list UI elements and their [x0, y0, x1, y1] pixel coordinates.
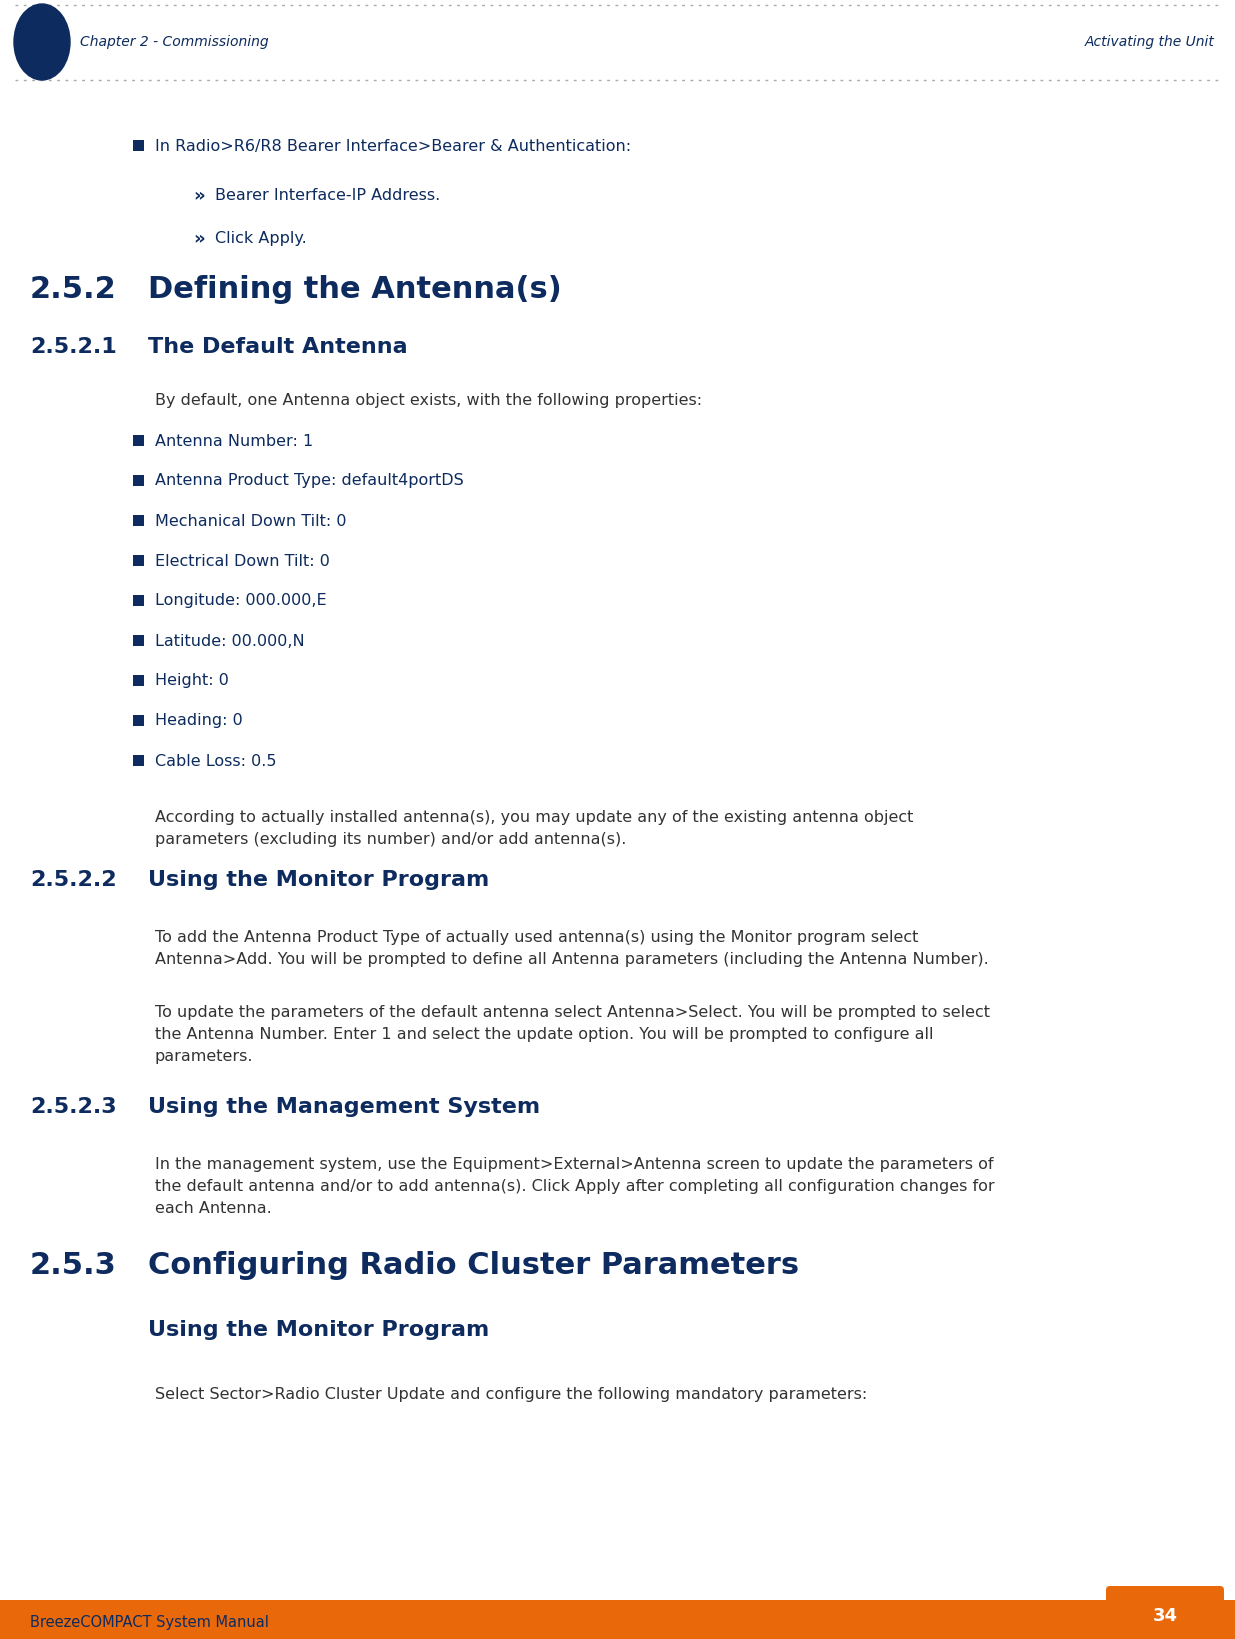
- Text: To add the Antenna Product Type of actually used antenna(s) using the Monitor pr: To add the Antenna Product Type of actua…: [156, 929, 919, 946]
- Text: BreezeCOMPACT System Manual: BreezeCOMPACT System Manual: [30, 1614, 269, 1629]
- Text: Latitude: 00.000,N: Latitude: 00.000,N: [156, 634, 305, 649]
- Text: Antenna Product Type: default4portDS: Antenna Product Type: default4portDS: [156, 474, 464, 488]
- Text: Antenna Number: 1: Antenna Number: 1: [156, 433, 314, 449]
- Text: the default antenna and/or to add antenna(s). Click Apply after completing all c: the default antenna and/or to add antenn…: [156, 1178, 994, 1193]
- FancyBboxPatch shape: [0, 1600, 1235, 1639]
- Text: »: »: [193, 187, 205, 205]
- Text: Using the Monitor Program: Using the Monitor Program: [148, 870, 489, 890]
- Ellipse shape: [14, 3, 70, 80]
- Text: Using the Management System: Using the Management System: [148, 1096, 540, 1118]
- FancyBboxPatch shape: [133, 675, 144, 687]
- Text: According to actually installed antenna(s), you may update any of the existing a: According to actually installed antenna(…: [156, 810, 914, 824]
- Text: Electrical Down Tilt: 0: Electrical Down Tilt: 0: [156, 554, 330, 569]
- Text: 2.5.3: 2.5.3: [30, 1251, 117, 1280]
- Text: To update the parameters of the default antenna select Antenna>Select. You will : To update the parameters of the default …: [156, 1005, 990, 1019]
- Text: Longitude: 000.000,E: Longitude: 000.000,E: [156, 593, 326, 608]
- Text: In Radio>R6/R8 Bearer Interface>Bearer & Authentication:: In Radio>R6/R8 Bearer Interface>Bearer &…: [156, 139, 631, 154]
- FancyBboxPatch shape: [133, 475, 144, 487]
- FancyBboxPatch shape: [1107, 1587, 1224, 1639]
- FancyBboxPatch shape: [133, 556, 144, 565]
- Text: Heading: 0: Heading: 0: [156, 713, 243, 728]
- Text: »: »: [193, 229, 205, 247]
- Text: 34: 34: [1152, 1606, 1177, 1624]
- Text: Bearer Interface-IP Address.: Bearer Interface-IP Address.: [215, 188, 440, 203]
- Text: The Default Antenna: The Default Antenna: [148, 338, 408, 357]
- Text: the Antenna Number. Enter 1 and select the update option. You will be prompted t: the Antenna Number. Enter 1 and select t…: [156, 1028, 934, 1042]
- FancyBboxPatch shape: [133, 634, 144, 646]
- Text: 2.5.2: 2.5.2: [30, 275, 117, 305]
- Text: Select Sector>Radio Cluster Update and configure the following mandatory paramet: Select Sector>Radio Cluster Update and c…: [156, 1388, 867, 1403]
- Text: By default, one Antenna object exists, with the following properties:: By default, one Antenna object exists, w…: [156, 392, 703, 408]
- FancyBboxPatch shape: [133, 434, 144, 446]
- Text: Cable Loss: 0.5: Cable Loss: 0.5: [156, 754, 277, 769]
- Text: Click Apply.: Click Apply.: [215, 231, 306, 246]
- Text: Defining the Antenna(s): Defining the Antenna(s): [148, 275, 562, 305]
- Text: Using the Monitor Program: Using the Monitor Program: [148, 1319, 489, 1341]
- Text: Antenna>Add. You will be prompted to define all Antenna parameters (including th: Antenna>Add. You will be prompted to def…: [156, 952, 989, 967]
- Text: Configuring Radio Cluster Parameters: Configuring Radio Cluster Parameters: [148, 1251, 799, 1280]
- Text: Activating the Unit: Activating the Unit: [1086, 34, 1215, 49]
- Text: Height: 0: Height: 0: [156, 674, 228, 688]
- FancyBboxPatch shape: [133, 715, 144, 726]
- Text: 2.5.2.2: 2.5.2.2: [30, 870, 116, 890]
- Text: In the management system, use the Equipment>External>Antenna screen to update th: In the management system, use the Equipm…: [156, 1157, 993, 1172]
- Text: parameters (excluding its number) and/or add antenna(s).: parameters (excluding its number) and/or…: [156, 833, 626, 847]
- FancyBboxPatch shape: [133, 756, 144, 765]
- Text: parameters.: parameters.: [156, 1049, 253, 1064]
- FancyBboxPatch shape: [133, 515, 144, 526]
- FancyBboxPatch shape: [133, 139, 144, 151]
- Text: Mechanical Down Tilt: 0: Mechanical Down Tilt: 0: [156, 513, 347, 528]
- Text: 2.5.2.1: 2.5.2.1: [30, 338, 117, 357]
- FancyBboxPatch shape: [133, 595, 144, 606]
- Text: Chapter 2 - Commissioning: Chapter 2 - Commissioning: [80, 34, 269, 49]
- Text: each Antenna.: each Antenna.: [156, 1201, 272, 1216]
- Text: 2.5.2.3: 2.5.2.3: [30, 1096, 116, 1118]
